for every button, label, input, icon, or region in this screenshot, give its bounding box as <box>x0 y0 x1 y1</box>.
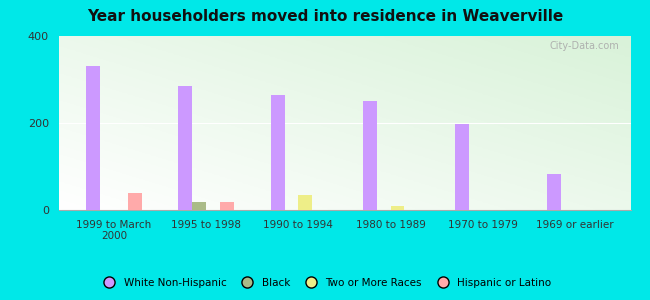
Bar <box>270 95 285 210</box>
Legend: White Non-Hispanic, Black, Two or More Races, Hispanic or Latino: White Non-Hispanic, Black, Two or More R… <box>94 274 556 292</box>
Bar <box>363 101 377 210</box>
Bar <box>179 86 192 210</box>
Bar <box>86 67 100 210</box>
Bar <box>298 195 312 210</box>
Bar <box>547 174 562 210</box>
Bar <box>220 202 234 210</box>
Bar <box>192 202 206 210</box>
Text: City-Data.com: City-Data.com <box>549 41 619 51</box>
Bar <box>391 206 404 210</box>
Text: Year householders moved into residence in Weaverville: Year householders moved into residence i… <box>87 9 563 24</box>
Bar <box>127 194 142 210</box>
Bar <box>455 124 469 210</box>
